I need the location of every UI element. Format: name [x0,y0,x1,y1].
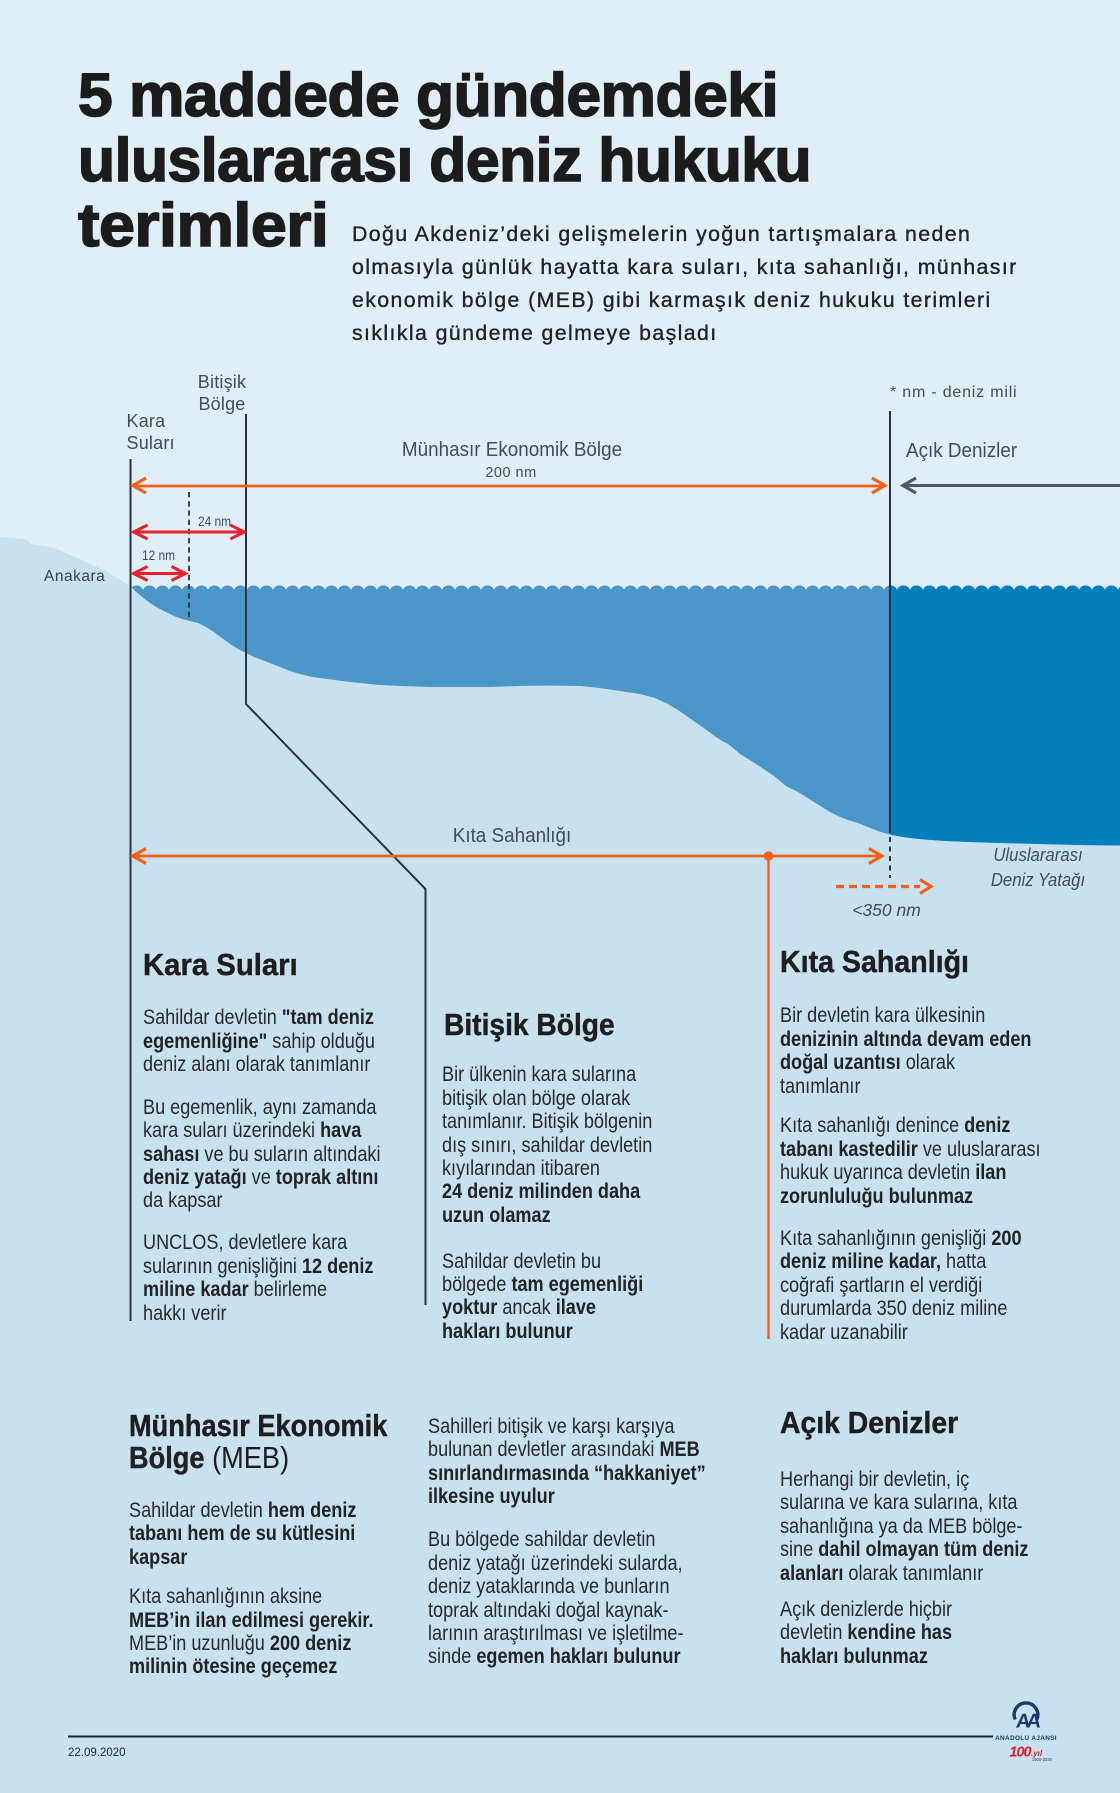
svg-text:AA: AA [1015,1711,1042,1733]
svg-text:ANADOLU AJANSI: ANADOLU AJANSI [995,1735,1057,1742]
svg-text:.yıl: .yıl [1031,1749,1043,1758]
svg-text:1920-2020: 1920-2020 [1032,1757,1053,1762]
svg-text:100: 100 [1009,1745,1031,1761]
